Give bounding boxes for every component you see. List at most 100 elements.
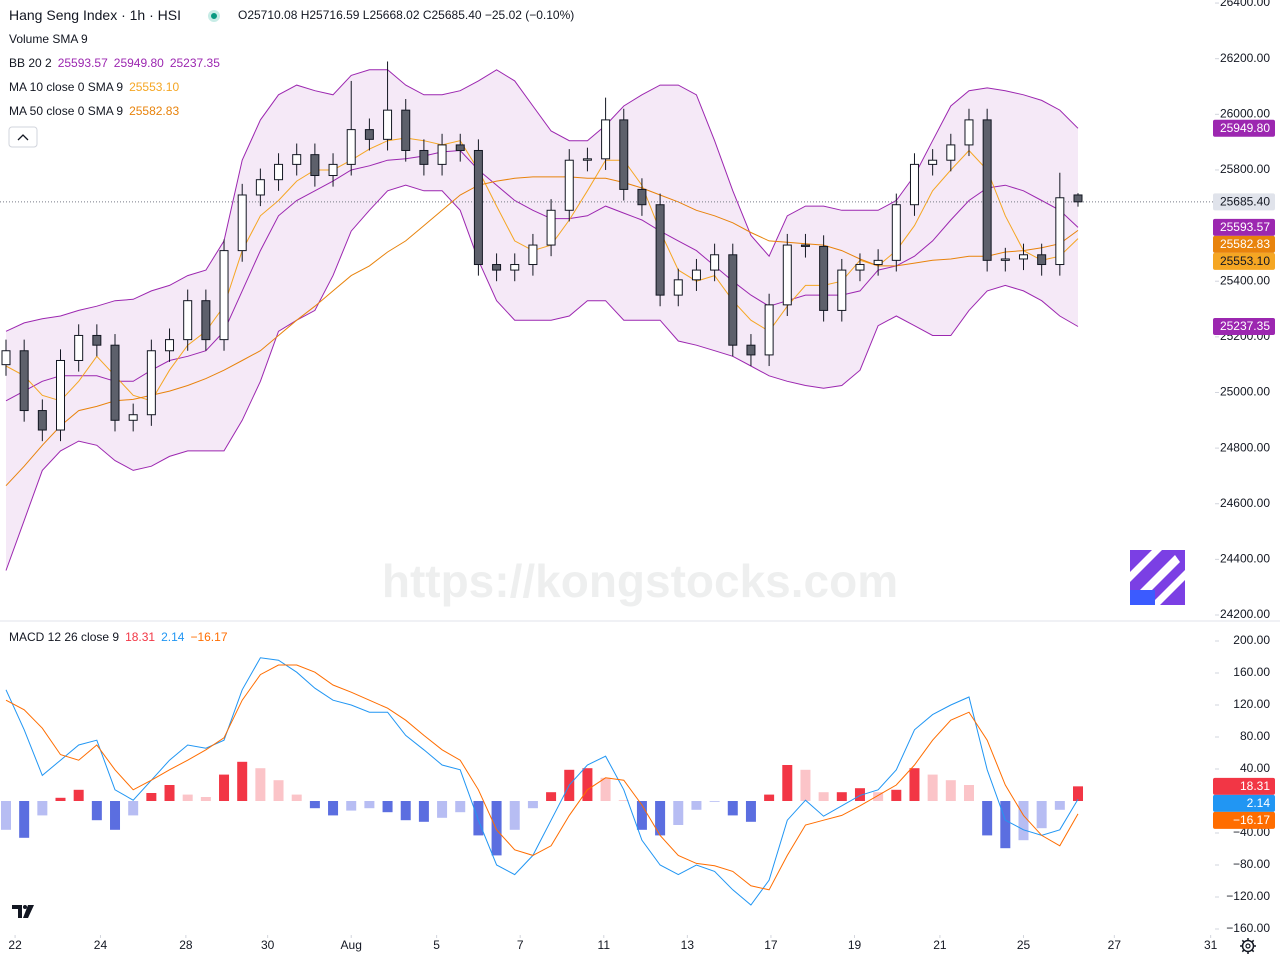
candle-body	[1073, 194, 1083, 203]
candle-body	[219, 250, 229, 341]
histogram-bar	[854, 788, 865, 801]
candle-body	[383, 109, 393, 140]
candle-body	[492, 264, 502, 271]
histogram-bar	[1054, 801, 1065, 810]
legend-text: O25710.08 H25716.59 L25668.02 C25685.40 …	[238, 8, 574, 22]
candle-body	[146, 350, 156, 416]
price-tag	[1213, 235, 1275, 253]
settings-button[interactable]	[1240, 938, 1256, 954]
histogram-bar	[309, 801, 320, 809]
y-tick-label: 160.00	[1233, 665, 1270, 679]
candle-body	[909, 163, 919, 206]
tv-logo	[12, 905, 34, 918]
candle-body	[201, 300, 211, 341]
histogram-bar	[91, 801, 102, 821]
collapse-button[interactable]	[8, 126, 38, 148]
y-tick-label: −80.00	[1233, 857, 1270, 871]
candle-body	[819, 245, 829, 311]
x-tick-label: 17	[764, 938, 778, 952]
y-tick-label: 24600.00	[1220, 496, 1270, 510]
candle-body	[419, 149, 429, 165]
candle-body	[946, 144, 956, 161]
histogram-bar	[55, 797, 66, 801]
x-tick-label: 27	[1108, 938, 1122, 952]
histogram-bar	[128, 801, 139, 816]
candle-body	[746, 344, 756, 356]
candle-body	[782, 244, 792, 306]
candle-body	[237, 194, 247, 252]
price-tag-label: 25553.10	[1220, 254, 1270, 268]
histogram-bar	[800, 769, 811, 801]
x-tick-label: 28	[179, 938, 193, 952]
price-tag	[1213, 811, 1275, 829]
legend-row: MA 50 close 0 SMA 9 25582.83	[9, 104, 179, 118]
legend-text: MACD 12 26 close 9	[9, 630, 119, 644]
x-tick-label: 7	[517, 938, 524, 952]
histogram-bar	[19, 801, 30, 838]
candle-body	[328, 163, 338, 177]
candle-body	[510, 264, 520, 271]
y-tick-label: 25400.00	[1220, 273, 1270, 287]
candle-body	[437, 144, 447, 165]
histogram-bar	[636, 801, 647, 830]
candle-body	[964, 119, 974, 146]
candle-body	[128, 414, 138, 421]
candle-body	[364, 129, 374, 140]
x-tick-label: 30	[261, 938, 275, 952]
histogram-bar	[146, 793, 157, 801]
legend-row: MA 10 close 0 SMA 9 25553.10	[9, 80, 179, 94]
legend-row: BB 20 2 25593.57 25949.80 25237.35	[9, 56, 220, 70]
legend-text: Volume SMA 9	[9, 32, 88, 46]
candle-body	[800, 244, 810, 247]
price-tag	[1213, 119, 1275, 137]
candle-body	[582, 158, 592, 161]
candle-body	[728, 254, 738, 346]
histogram-bar	[1073, 786, 1084, 801]
candle-body	[110, 344, 120, 421]
histogram-bar	[164, 785, 175, 801]
legend-row: MACD 12 26 close 9 18.31 2.14 −16.17	[9, 630, 228, 644]
legend-text: 25949.80	[114, 56, 164, 70]
candle-body	[764, 304, 774, 356]
candle-body	[255, 179, 265, 196]
price-tag-label: 25237.35	[1220, 319, 1270, 333]
histogram-bar	[546, 792, 557, 801]
histogram-bar	[200, 797, 211, 801]
histogram-bar	[891, 789, 902, 801]
indicator-line	[5, 149, 1079, 402]
indicator-line	[5, 184, 1079, 571]
legend-text: 25553.10	[129, 80, 179, 94]
legend-text: BB 20 2	[9, 56, 52, 70]
candle-body	[37, 410, 47, 431]
y-tick-label: 25800.00	[1220, 162, 1270, 176]
indicator-line	[5, 69, 1079, 332]
candle-body	[183, 300, 193, 341]
histogram-bar	[782, 765, 793, 801]
price-tag	[1213, 218, 1275, 236]
candle-body	[1018, 254, 1028, 260]
watermark: https://kongstocks.com	[382, 555, 898, 607]
price-tag-label: −16.17	[1233, 813, 1270, 827]
y-tick-label: 25000.00	[1220, 385, 1270, 399]
histogram-bar	[963, 785, 974, 801]
site-logo	[1130, 550, 1185, 605]
legend-text: 2.14	[161, 630, 185, 644]
histogram-bar	[328, 801, 339, 816]
price-tag	[1213, 193, 1275, 211]
histogram-bar	[745, 801, 756, 822]
x-tick-label: 31	[1204, 938, 1218, 952]
x-tick-label: 21	[933, 938, 947, 952]
price-tag-label: 25593.57	[1220, 220, 1270, 234]
x-tick-label: 25	[1017, 938, 1031, 952]
candle-body	[637, 188, 647, 206]
histogram-bar	[418, 801, 429, 822]
y-tick-label: 26400.00	[1220, 0, 1270, 9]
histogram-bar	[818, 792, 829, 801]
y-tick-label: 24200.00	[1220, 607, 1270, 621]
histogram-bar	[73, 789, 84, 801]
candle-body	[873, 259, 883, 266]
histogram-bar	[219, 774, 230, 801]
candle-body	[346, 129, 356, 165]
y-tick-label: 26000.00	[1220, 106, 1270, 120]
candle-body	[92, 334, 102, 346]
